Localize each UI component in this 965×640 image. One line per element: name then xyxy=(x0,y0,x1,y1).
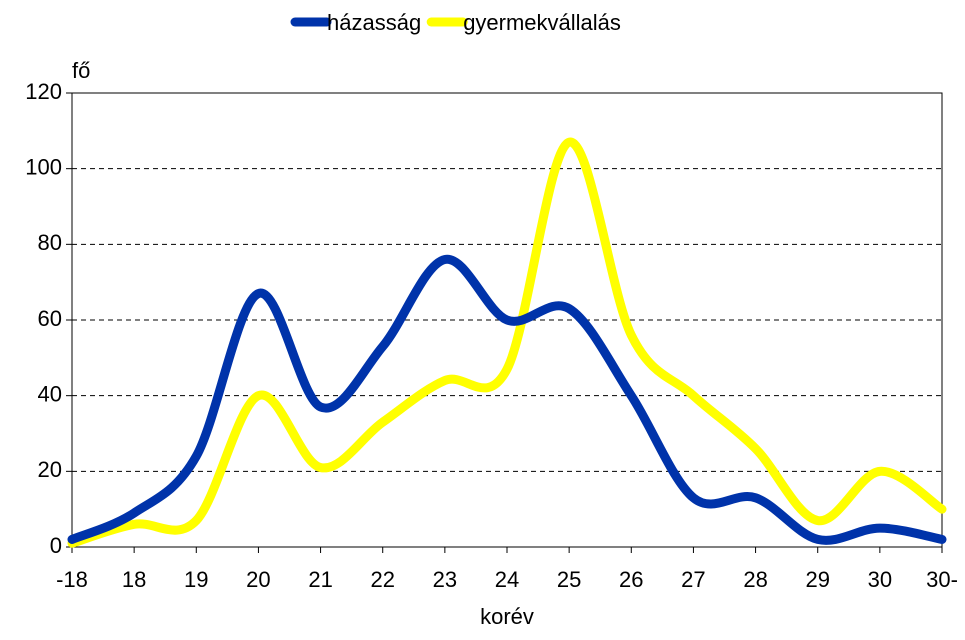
x-tick-label: -18 xyxy=(56,567,88,592)
y-tick-label: 120 xyxy=(25,79,62,104)
y-tick-label: 20 xyxy=(38,457,62,482)
x-tick-label: 19 xyxy=(184,567,208,592)
y-tick-label: 0 xyxy=(50,533,62,558)
series-line xyxy=(67,254,947,545)
y-tick-label: 60 xyxy=(38,306,62,331)
series-line xyxy=(67,137,947,548)
x-tick-label: 24 xyxy=(495,567,519,592)
y-tick-label: 100 xyxy=(25,154,62,179)
x-tick-label: 25 xyxy=(557,567,581,592)
y-tick-label: 40 xyxy=(38,381,62,406)
y-axis-title: fő xyxy=(72,58,90,83)
y-tick-label: 80 xyxy=(38,230,62,255)
legend-label: gyermekvállalás xyxy=(463,10,621,35)
x-tick-label: 28 xyxy=(743,567,767,592)
legend-label: házasság xyxy=(327,10,421,35)
x-tick-label: 26 xyxy=(619,567,643,592)
x-tick-label: 18 xyxy=(122,567,146,592)
x-tick-label: 20 xyxy=(246,567,270,592)
x-axis-title: korév xyxy=(480,604,534,629)
x-tick-label: 23 xyxy=(433,567,457,592)
x-tick-label: 29 xyxy=(805,567,829,592)
x-tick-label: 22 xyxy=(370,567,394,592)
x-tick-label: 21 xyxy=(308,567,332,592)
x-tick-label: 30- xyxy=(926,567,958,592)
x-tick-label: 30 xyxy=(868,567,892,592)
x-tick-label: 27 xyxy=(681,567,705,592)
